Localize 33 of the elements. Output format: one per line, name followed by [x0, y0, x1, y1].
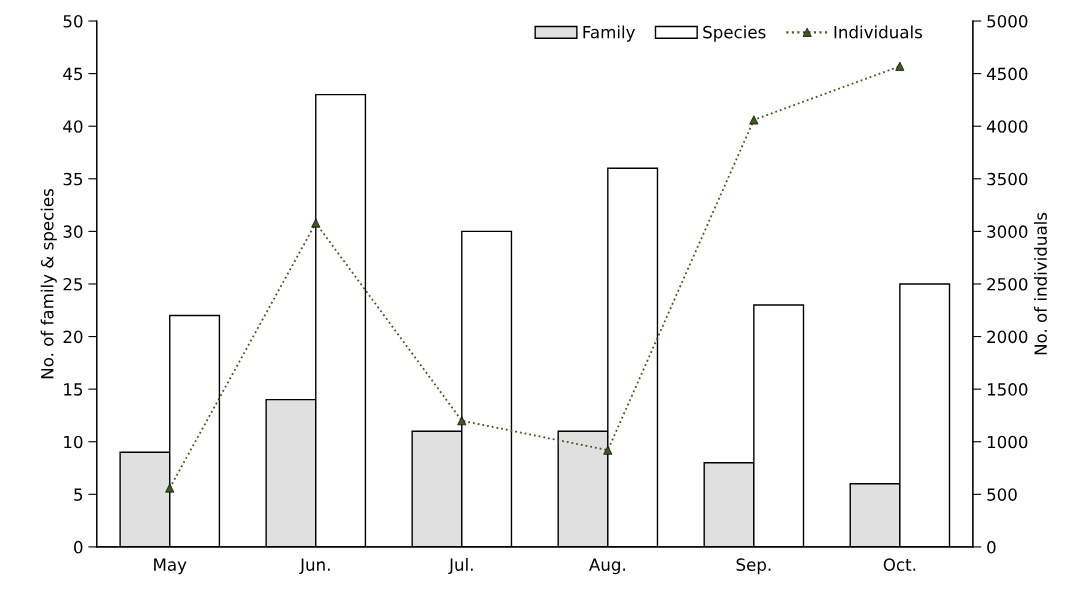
legend-label: Species: [703, 25, 766, 42]
y-tick-label: 10: [64, 435, 83, 449]
y-tick-label: 45: [63, 67, 83, 81]
y-tick-label: 40: [63, 120, 83, 133]
y2-tick-label: 2000: [987, 330, 1028, 344]
y2-tick-label: 4000: [986, 120, 1028, 133]
legend-label: Individuals: [834, 25, 923, 39]
y2-tick-label: 1500: [987, 383, 1028, 396]
x-tick-label: Aug.: [589, 558, 625, 575]
x-tick-label: May: [154, 558, 187, 575]
y2-tick-label: 0: [987, 540, 996, 554]
y2-tick-label: 5000: [987, 15, 1028, 28]
y-tick-label: 35: [63, 172, 83, 186]
y-axis-title: No. of family & species: [40, 188, 57, 379]
y2-tick-label: 4500: [986, 67, 1028, 81]
x-tick-label: Oct.: [883, 558, 916, 571]
y-tick-label: 30: [63, 225, 83, 238]
y-tick-label: 50: [63, 15, 83, 28]
y-tick-label: 25: [63, 277, 83, 291]
y-tick-label: 5: [74, 488, 83, 501]
y2-tick-label: 3500: [987, 172, 1028, 186]
y2-tick-label: 500: [987, 488, 1017, 501]
legend-label: Family: [583, 25, 635, 42]
y-tick-label: 20: [63, 330, 83, 344]
y2-tick-label: 3000: [987, 225, 1028, 238]
x-tick-label: Jul.: [448, 558, 473, 575]
y-tick-label: 15: [64, 383, 83, 396]
y2-tick-label: 2500: [987, 277, 1028, 291]
x-tick-label: Sep.: [736, 558, 771, 575]
y2-tick-label: 1000: [987, 435, 1028, 449]
x-tick-label: Jun.: [299, 558, 330, 575]
y-tick-label: 0: [74, 540, 83, 554]
y2-axis-title: No. of individuals: [1034, 212, 1047, 355]
